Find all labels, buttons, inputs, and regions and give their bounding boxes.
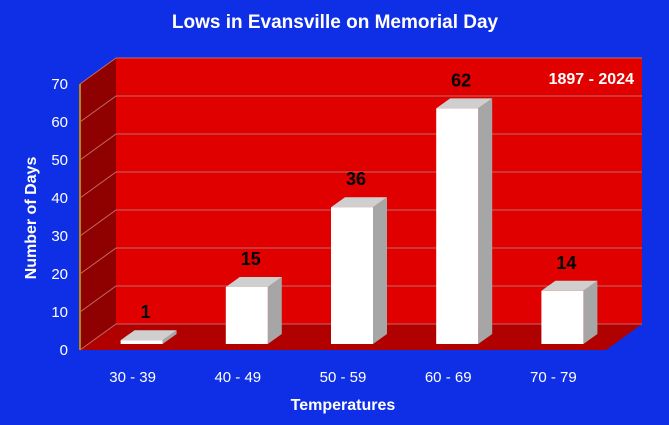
x-tick-label: 50 - 59: [320, 369, 367, 386]
x-tick-label: 70 - 79: [530, 369, 577, 386]
plot-side-wall: [80, 58, 116, 350]
bar-top: [541, 280, 598, 291]
bar-front: [541, 290, 584, 344]
y-tick-label: 50: [51, 152, 68, 169]
x-tick-label: 40 - 49: [214, 369, 261, 386]
bar-front: [436, 108, 479, 345]
data-label: 36: [346, 169, 366, 189]
bar-side: [267, 277, 282, 344]
y-tick-label: 0: [60, 342, 68, 359]
data-label: 62: [451, 70, 471, 90]
bar-front: [225, 287, 268, 344]
y-tick-label: 70: [51, 76, 68, 93]
year-range-annotation: 1897 - 2024: [549, 71, 635, 88]
data-labels: 1 15 36 62 14: [141, 70, 577, 322]
bar-front: [331, 207, 373, 344]
bar-top: [331, 197, 387, 208]
y-tick-label: 30: [51, 228, 68, 245]
bar-front: [120, 340, 163, 344]
bar-side: [583, 280, 598, 344]
x-tick-label: 30 - 39: [109, 369, 156, 386]
chart-title: Lows in Evansville on Memorial Day: [172, 12, 499, 33]
bar-top: [225, 277, 282, 287]
bar-40-49: [225, 277, 282, 344]
x-tick-labels: 30 - 39 40 - 49 50 - 59 60 - 69 70 - 79: [109, 369, 577, 386]
plot-back-wall: [116, 58, 642, 324]
bar-30-39: [120, 330, 177, 344]
bar-side: [162, 330, 177, 344]
bar-top: [120, 330, 177, 341]
y-tick-label: 60: [51, 114, 68, 131]
y-tick-label: 20: [51, 266, 68, 283]
y-tick-label: 10: [51, 304, 68, 321]
x-tick-label: 60 - 69: [425, 369, 472, 386]
bar-50-59: [331, 197, 387, 344]
data-label: 1: [141, 302, 151, 322]
bar-60-69: [436, 98, 493, 345]
bar-side: [373, 197, 387, 344]
bars: [120, 98, 598, 345]
y-axis-title: Number of Days: [23, 157, 40, 280]
y-tick-labels: 0 10 20 30 40 50 60 70: [51, 76, 68, 359]
gridline: [79, 95, 642, 123]
data-label: 15: [241, 249, 261, 269]
bar-side: [478, 98, 493, 345]
gridline: [79, 57, 642, 85]
data-label: 14: [556, 253, 576, 273]
x-axis-title: Temperatures: [291, 397, 396, 414]
bar-top: [436, 98, 493, 109]
bar-70-79: [541, 280, 598, 344]
y-tick-label: 40: [51, 190, 68, 207]
